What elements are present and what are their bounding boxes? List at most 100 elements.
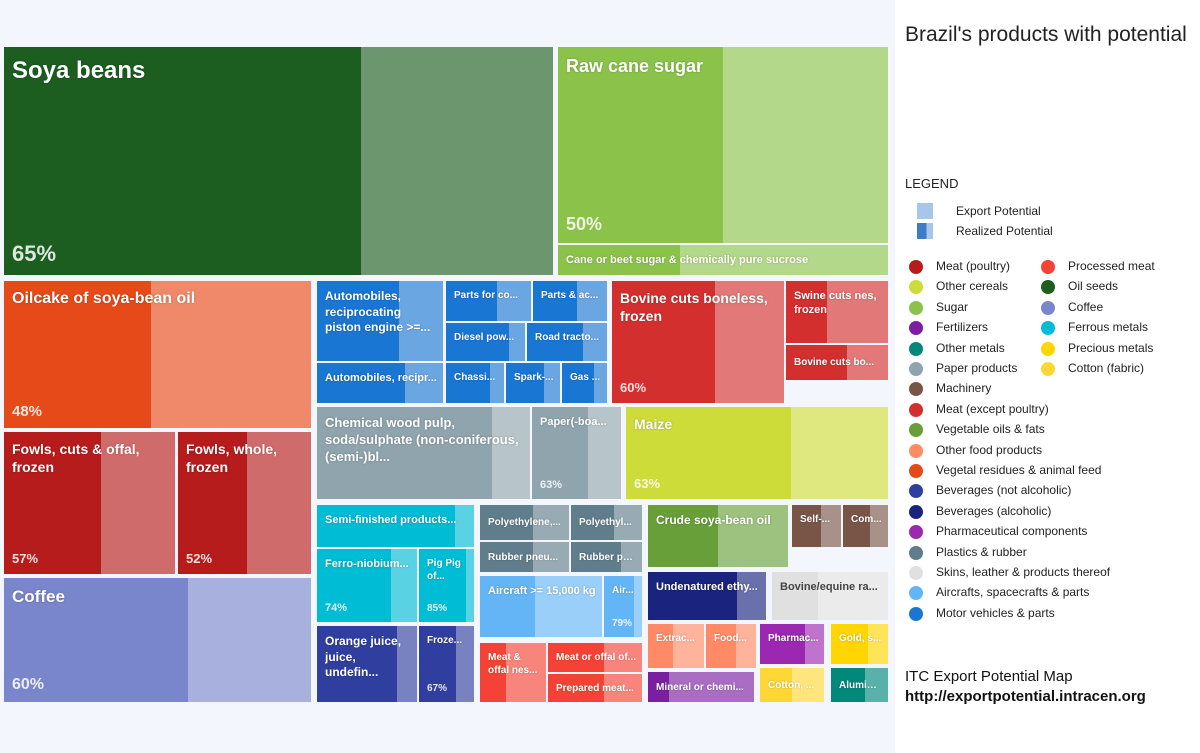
tile-label: Cane or beet sugar & chemically pure suc… (566, 253, 809, 266)
treemap-tile[interactable]: Meat or offal of... (548, 643, 642, 672)
legend-label: Sugar (936, 299, 969, 314)
treemap-tile[interactable]: Bovine cuts boneless, frozen 60% (612, 281, 784, 403)
tile-label: Automobiles, recipr... (325, 372, 437, 384)
treemap-tile[interactable]: Crude soya-bean oil (648, 505, 788, 567)
legend-label: Machinery (936, 381, 992, 396)
tile-percentage: 60% (620, 380, 647, 395)
treemap-tile[interactable]: Fowls, cuts & offal, frozen 57% (4, 432, 175, 574)
legend-label: Fertilizers (936, 320, 989, 335)
tile-label: Froze... (427, 635, 463, 646)
treemap-tile[interactable]: Raw cane sugar 50% (558, 47, 888, 243)
realized-potential-fill (480, 542, 534, 572)
tile-label: Chassi... (454, 372, 496, 383)
legend-label: Aircrafts, spacecrafts & parts (936, 585, 1090, 600)
treemap-tile[interactable]: Polyethyl... (571, 505, 642, 540)
treemap-tile[interactable]: Air... 79% (604, 576, 642, 637)
treemap-tile[interactable]: Aircraft >= 15,000 kg (480, 576, 602, 637)
legend-label: Other cereals (936, 279, 1009, 294)
realized-potential-fill (4, 47, 361, 275)
tile-percentage: 74% (325, 602, 348, 614)
tile-label: Bovine/equine ra... (780, 581, 878, 593)
tile-label: Polyethyl... (579, 517, 632, 528)
tile-percentage: 65% (12, 241, 57, 266)
legend-dot (909, 382, 923, 397)
tile-label: Soya beans (12, 57, 146, 84)
treemap-tile[interactable]: Pharmac... (760, 624, 824, 664)
treemap-tile[interactable]: Gold, s... (831, 624, 888, 664)
tile-label: Self-... (800, 514, 831, 525)
treemap-tile[interactable]: Undenatured ethy... (648, 572, 766, 620)
treemap-tile[interactable]: Food... (706, 624, 756, 668)
tile-label: Bovine cuts boneless, frozen (620, 290, 768, 325)
treemap-tile[interactable]: Diesel pow... (446, 323, 525, 361)
treemap-chart: Soya beans 65% Raw cane sugar 50% Cane or be… (0, 0, 895, 753)
treemap-tile[interactable]: Polyethylene,... (480, 505, 569, 540)
treemap-tile[interactable]: Cane or beet sugar & chemically pure suc… (558, 245, 888, 275)
treemap-tile[interactable]: Cotton, ... (760, 668, 824, 702)
legend-dot (909, 300, 923, 315)
treemap-tile[interactable]: Road tracto... (527, 323, 607, 361)
tile-label: Bovine cuts bo... (794, 357, 875, 368)
treemap-tile[interactable]: Prepared meat... (548, 674, 642, 702)
sidebar: Brazil's products with potential LEGEND … (895, 0, 1200, 753)
realized-potential-fill (772, 572, 819, 620)
realized-potential-fill (480, 505, 534, 540)
legend-dot (1041, 341, 1055, 356)
realized-potential-fill (792, 505, 822, 547)
realized-potential-fill (317, 505, 456, 547)
legend-label: Meat (poultry) (936, 259, 1011, 273)
treemap-tile[interactable]: Pig Pig of... 85% (419, 549, 474, 622)
tile-percentage: 63% (540, 479, 563, 491)
treemap-tile[interactable]: Rubber pn... (571, 542, 642, 572)
treemap-tile[interactable]: Coffee 60% (4, 578, 311, 702)
treemap-tile[interactable]: Paper(-boa... 63% (532, 407, 621, 499)
export-potential-label: Export Potential (956, 204, 1041, 218)
treemap-tile[interactable]: Parts & ac... (533, 281, 607, 321)
treemap-tile[interactable]: Alumini... (831, 668, 888, 702)
treemap-tile[interactable]: Automobiles, reciprocating piston engine… (317, 281, 443, 361)
tile-percentage: 50% (566, 214, 603, 234)
chart-title: Brazil's products with potential (905, 23, 1187, 46)
realized-potential-fill (648, 672, 670, 702)
treemap-tile[interactable]: Gas ... (562, 363, 607, 403)
treemap-tile[interactable]: Semi-finished products... (317, 505, 474, 547)
treemap-tile[interactable]: Spark-... (506, 363, 560, 403)
tile-label: Prepared meat... (556, 682, 634, 694)
treemap-tile[interactable]: Fowls, whole, frozen 52% (178, 432, 311, 574)
treemap-tile[interactable]: Oilcake of soya-bean oil 48% (4, 281, 311, 428)
realized-potential-fill (317, 407, 492, 499)
treemap-tile[interactable]: Self-... (792, 505, 841, 547)
tile-label: Coffee (12, 587, 65, 606)
treemap-tile[interactable]: Extrac... (648, 624, 704, 668)
treemap-tile[interactable]: Swine cuts nes, frozen (786, 281, 888, 343)
treemap-tile[interactable]: Ferro-niobium... 74% (317, 549, 417, 622)
realized-potential-fill (533, 281, 578, 321)
realized-potential-fill (527, 323, 583, 361)
legend-label: Motor vehicles & parts (936, 605, 1055, 620)
legend-label: Precious metals (1068, 340, 1154, 355)
treemap-tile[interactable]: Meat & offal nes... (480, 643, 546, 702)
treemap-tile[interactable]: Rubber pneu... (480, 542, 569, 572)
realized-potential-fill (446, 323, 510, 361)
treemap-tile[interactable]: Parts for co... (446, 281, 531, 321)
realized-potential-fill (506, 363, 544, 403)
footer-title: ITC Export Potential Map (905, 668, 1073, 685)
treemap-tile[interactable]: Mineral or chemi... (648, 672, 754, 702)
legend-label: Ferrous metals (1068, 320, 1149, 335)
treemap-tile[interactable]: Bovine cuts bo... (786, 345, 888, 380)
tile-percentage: 85% (427, 603, 448, 614)
legend-dot (909, 525, 923, 540)
treemap-tile[interactable]: Maize 63% (626, 407, 888, 499)
treemap-tile[interactable]: Chassi... (446, 363, 504, 403)
treemap-tile[interactable]: Chemical wood pulp, soda/sulphate (non-c… (317, 407, 530, 499)
realized-potential-fill (317, 281, 399, 361)
treemap-tile[interactable]: Soya beans 65% (4, 47, 553, 275)
footer-url[interactable]: http://exportpotential.intracen.org (905, 688, 1146, 706)
treemap-tile[interactable]: Bovine/equine ra... (772, 572, 888, 620)
treemap-tile[interactable]: Orange juice, juice, undefin... (317, 626, 417, 702)
legend-dot (909, 321, 923, 336)
tile-label: Parts & ac... (541, 290, 599, 301)
treemap-tile[interactable]: Com... (843, 505, 888, 547)
treemap-tile[interactable]: Froze... 67% (419, 626, 474, 702)
treemap-tile[interactable]: Automobiles, recipr... (317, 363, 443, 403)
